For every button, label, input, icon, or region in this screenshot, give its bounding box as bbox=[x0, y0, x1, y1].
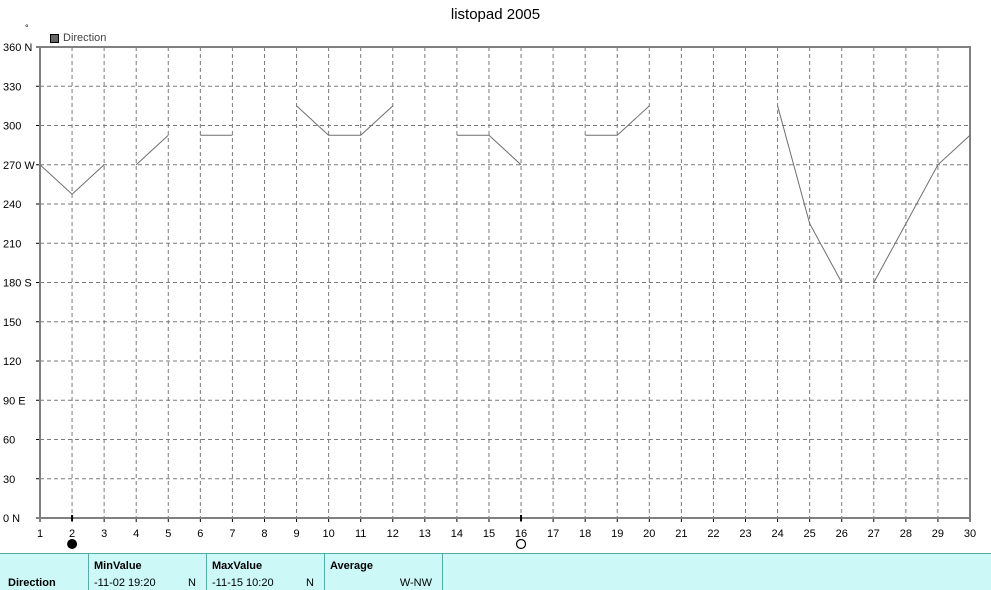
max-value-direction: N bbox=[306, 577, 314, 589]
y-tick-label: 270 W bbox=[3, 160, 35, 172]
y-tick-label: 120 bbox=[3, 356, 21, 368]
direction-line-segment bbox=[39, 164, 105, 195]
x-tick-label: 28 bbox=[900, 528, 912, 540]
x-tick-label: 26 bbox=[836, 528, 848, 540]
x-tick-label: 20 bbox=[643, 528, 655, 540]
x-tick-label: 30 bbox=[964, 528, 976, 540]
y-tick-label: 180 S bbox=[3, 278, 32, 290]
y-tick-label: 0 N bbox=[3, 513, 20, 525]
x-tick-label: 9 bbox=[293, 528, 299, 540]
min-value-header: MinValue bbox=[94, 560, 142, 572]
x-tick-label: 10 bbox=[322, 528, 334, 540]
x-tick-label: 21 bbox=[675, 528, 687, 540]
y-tick-label: 330 bbox=[3, 81, 21, 93]
min-value-cell: MinValue -11-02 19:20 N bbox=[89, 554, 207, 590]
x-tick-label: 15 bbox=[483, 528, 495, 540]
x-tick-label: 18 bbox=[579, 528, 591, 540]
average-header: Average bbox=[330, 560, 374, 572]
x-tick-label: 2 bbox=[69, 528, 75, 540]
x-tick-label: 24 bbox=[771, 528, 783, 540]
legend-label: Direction bbox=[63, 32, 107, 44]
direction-line-segment bbox=[456, 134, 522, 166]
x-tick-label: 22 bbox=[707, 528, 719, 540]
y-tick-label: 240 bbox=[3, 199, 21, 211]
x-tick-label: 8 bbox=[261, 528, 267, 540]
x-tick-label: 7 bbox=[229, 528, 235, 540]
full-moon-icon bbox=[515, 538, 527, 550]
x-tick-label: 29 bbox=[932, 528, 944, 540]
y-tick-label: 60 bbox=[3, 435, 15, 447]
direction-line-segment bbox=[585, 105, 650, 136]
y-tick-label: 150 bbox=[3, 317, 21, 329]
x-tick-label: 25 bbox=[804, 528, 816, 540]
empty-cell bbox=[443, 554, 991, 590]
max-value-header: MaxValue bbox=[212, 560, 263, 572]
x-tick-label: 3 bbox=[101, 528, 107, 540]
row-label: Direction bbox=[8, 577, 56, 589]
y-tick-label: 360 N bbox=[3, 42, 32, 54]
chart-title: listopad 2005 bbox=[450, 6, 541, 23]
direction-line-segment bbox=[135, 134, 169, 166]
new-moon-icon bbox=[67, 539, 78, 549]
summary-table: Direction MinValue -11-02 19:20 N MaxVal… bbox=[0, 553, 991, 590]
max-value: -11-15 10:20 bbox=[212, 577, 274, 589]
y-tick-label: 30 bbox=[3, 474, 15, 486]
x-tick-label: 12 bbox=[387, 528, 399, 540]
direction-line-segment bbox=[777, 105, 843, 283]
plot-frame bbox=[39, 46, 971, 519]
min-value: -11-02 19:20 bbox=[94, 577, 156, 589]
y-tick-label: 300 bbox=[3, 121, 21, 133]
direction-line-segment bbox=[296, 105, 394, 136]
average-cell: Average W-NW bbox=[325, 554, 443, 590]
x-tick-label: 19 bbox=[611, 528, 623, 540]
x-tick-label: 14 bbox=[451, 528, 463, 540]
legend: Direction bbox=[50, 32, 106, 44]
x-tick-label: 17 bbox=[547, 528, 559, 540]
y-tick-label: 210 bbox=[3, 238, 21, 250]
row-label-cell: Direction bbox=[0, 554, 89, 590]
unit-mark: ° bbox=[25, 23, 29, 33]
max-value-cell: MaxValue -11-15 10:20 N bbox=[207, 554, 325, 590]
direction-chart: 1 2 3 4 5 6 7 8 9 10 11 12 13 14 15 16 17 18 19 20 21 22 23 24 2… bbox=[3, 42, 976, 550]
average-value: W-NW bbox=[399, 577, 432, 589]
x-tick-label: 4 bbox=[133, 528, 139, 540]
x-tick-label: 16 bbox=[515, 528, 527, 540]
x-tick-label: 13 bbox=[419, 528, 431, 540]
y-tick-label: 90 E bbox=[3, 395, 26, 407]
x-tick-label: 1 bbox=[37, 528, 43, 540]
x-tick-label: 27 bbox=[868, 528, 880, 540]
x-tick-label: 23 bbox=[739, 528, 751, 540]
direction-line-segment bbox=[873, 134, 971, 283]
min-value-direction: N bbox=[188, 577, 196, 589]
x-tick-label: 11 bbox=[355, 528, 366, 540]
x-tick-label: 5 bbox=[165, 528, 171, 540]
x-tick-label: 6 bbox=[197, 528, 203, 540]
legend-swatch bbox=[50, 33, 59, 43]
